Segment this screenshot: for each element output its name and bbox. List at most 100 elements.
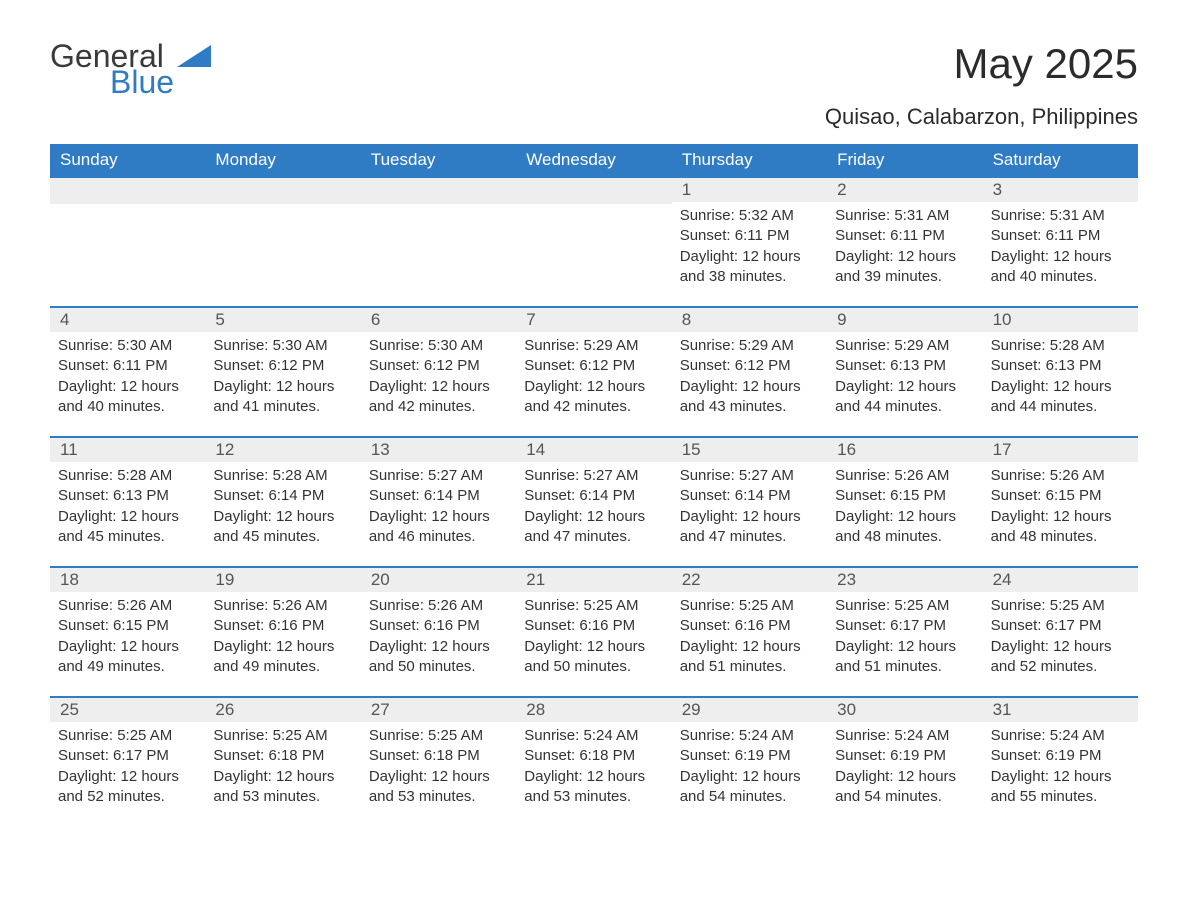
sunrise-text: Sunrise: 5:26 AM — [369, 596, 506, 616]
sunrise-text: Sunrise: 5:25 AM — [369, 726, 506, 746]
sunset-text: Sunset: 6:15 PM — [58, 616, 195, 636]
day-cell: 5Sunrise: 5:30 AMSunset: 6:12 PMDaylight… — [205, 308, 360, 436]
sunset-text: Sunset: 6:18 PM — [524, 746, 661, 766]
header: General Blue May 2025 — [50, 40, 1138, 98]
day-number: 29 — [672, 698, 827, 722]
day-content: Sunrise: 5:29 AMSunset: 6:12 PMDaylight:… — [516, 332, 671, 421]
sunset-text: Sunset: 6:11 PM — [835, 226, 972, 246]
day-cell: 23Sunrise: 5:25 AMSunset: 6:17 PMDayligh… — [827, 568, 982, 696]
sunset-text: Sunset: 6:19 PM — [680, 746, 817, 766]
day-cell: 15Sunrise: 5:27 AMSunset: 6:14 PMDayligh… — [672, 438, 827, 566]
week-row: 11Sunrise: 5:28 AMSunset: 6:13 PMDayligh… — [50, 436, 1138, 566]
day-cell: 29Sunrise: 5:24 AMSunset: 6:19 PMDayligh… — [672, 698, 827, 826]
day-content: Sunrise: 5:25 AMSunset: 6:17 PMDaylight:… — [827, 592, 982, 681]
day-number: 19 — [205, 568, 360, 592]
sunset-text: Sunset: 6:14 PM — [213, 486, 350, 506]
day-content: Sunrise: 5:27 AMSunset: 6:14 PMDaylight:… — [361, 462, 516, 551]
sunrise-text: Sunrise: 5:29 AM — [680, 336, 817, 356]
sunrise-text: Sunrise: 5:26 AM — [58, 596, 195, 616]
day-number: 25 — [50, 698, 205, 722]
day-cell: 20Sunrise: 5:26 AMSunset: 6:16 PMDayligh… — [361, 568, 516, 696]
daylight-text: Daylight: 12 hours and 45 minutes. — [58, 507, 195, 548]
week-row: 25Sunrise: 5:25 AMSunset: 6:17 PMDayligh… — [50, 696, 1138, 826]
sunrise-text: Sunrise: 5:28 AM — [991, 336, 1128, 356]
daylight-text: Daylight: 12 hours and 55 minutes. — [991, 767, 1128, 808]
day-cell — [361, 178, 516, 306]
daylight-text: Daylight: 12 hours and 44 minutes. — [991, 377, 1128, 418]
sunrise-text: Sunrise: 5:27 AM — [369, 466, 506, 486]
weekday-header: Sunday — [50, 144, 205, 176]
sunrise-text: Sunrise: 5:25 AM — [991, 596, 1128, 616]
logo: General Blue — [50, 40, 211, 98]
day-number: 2 — [827, 178, 982, 202]
sunrise-text: Sunrise: 5:27 AM — [524, 466, 661, 486]
sunrise-text: Sunrise: 5:29 AM — [835, 336, 972, 356]
day-content: Sunrise: 5:24 AMSunset: 6:18 PMDaylight:… — [516, 722, 671, 811]
day-number: 13 — [361, 438, 516, 462]
sunrise-text: Sunrise: 5:31 AM — [991, 206, 1128, 226]
day-number: 6 — [361, 308, 516, 332]
day-number: 27 — [361, 698, 516, 722]
day-number: 12 — [205, 438, 360, 462]
day-number: 4 — [50, 308, 205, 332]
sunset-text: Sunset: 6:16 PM — [369, 616, 506, 636]
day-number: 23 — [827, 568, 982, 592]
day-content: Sunrise: 5:32 AMSunset: 6:11 PMDaylight:… — [672, 202, 827, 291]
sunset-text: Sunset: 6:12 PM — [369, 356, 506, 376]
day-content: Sunrise: 5:26 AMSunset: 6:16 PMDaylight:… — [205, 592, 360, 681]
sunset-text: Sunset: 6:14 PM — [680, 486, 817, 506]
day-cell: 28Sunrise: 5:24 AMSunset: 6:18 PMDayligh… — [516, 698, 671, 826]
sunset-text: Sunset: 6:19 PM — [991, 746, 1128, 766]
daylight-text: Daylight: 12 hours and 40 minutes. — [58, 377, 195, 418]
sunset-text: Sunset: 6:12 PM — [524, 356, 661, 376]
daylight-text: Daylight: 12 hours and 44 minutes. — [835, 377, 972, 418]
sunrise-text: Sunrise: 5:26 AM — [213, 596, 350, 616]
week-row: 18Sunrise: 5:26 AMSunset: 6:15 PMDayligh… — [50, 566, 1138, 696]
sunrise-text: Sunrise: 5:25 AM — [213, 726, 350, 746]
day-number: 18 — [50, 568, 205, 592]
weekday-header: Wednesday — [516, 144, 671, 176]
day-number: 8 — [672, 308, 827, 332]
sunset-text: Sunset: 6:14 PM — [524, 486, 661, 506]
day-content: Sunrise: 5:27 AMSunset: 6:14 PMDaylight:… — [672, 462, 827, 551]
day-content: Sunrise: 5:25 AMSunset: 6:18 PMDaylight:… — [205, 722, 360, 811]
day-cell: 12Sunrise: 5:28 AMSunset: 6:14 PMDayligh… — [205, 438, 360, 566]
sunrise-text: Sunrise: 5:26 AM — [991, 466, 1128, 486]
day-content: Sunrise: 5:25 AMSunset: 6:16 PMDaylight:… — [672, 592, 827, 681]
daylight-text: Daylight: 12 hours and 42 minutes. — [369, 377, 506, 418]
day-cell: 22Sunrise: 5:25 AMSunset: 6:16 PMDayligh… — [672, 568, 827, 696]
daylight-text: Daylight: 12 hours and 54 minutes. — [835, 767, 972, 808]
sunrise-text: Sunrise: 5:25 AM — [835, 596, 972, 616]
week-row: 4Sunrise: 5:30 AMSunset: 6:11 PMDaylight… — [50, 306, 1138, 436]
day-cell: 6Sunrise: 5:30 AMSunset: 6:12 PMDaylight… — [361, 308, 516, 436]
daylight-text: Daylight: 12 hours and 50 minutes. — [369, 637, 506, 678]
day-cell — [516, 178, 671, 306]
weekday-header: Thursday — [672, 144, 827, 176]
day-cell: 30Sunrise: 5:24 AMSunset: 6:19 PMDayligh… — [827, 698, 982, 826]
daylight-text: Daylight: 12 hours and 49 minutes. — [213, 637, 350, 678]
empty-day-number — [50, 178, 205, 204]
day-content: Sunrise: 5:30 AMSunset: 6:12 PMDaylight:… — [361, 332, 516, 421]
day-cell: 7Sunrise: 5:29 AMSunset: 6:12 PMDaylight… — [516, 308, 671, 436]
week-row: 1Sunrise: 5:32 AMSunset: 6:11 PMDaylight… — [50, 176, 1138, 306]
day-content: Sunrise: 5:29 AMSunset: 6:12 PMDaylight:… — [672, 332, 827, 421]
daylight-text: Daylight: 12 hours and 49 minutes. — [58, 637, 195, 678]
sunset-text: Sunset: 6:13 PM — [58, 486, 195, 506]
daylight-text: Daylight: 12 hours and 50 minutes. — [524, 637, 661, 678]
day-cell: 11Sunrise: 5:28 AMSunset: 6:13 PMDayligh… — [50, 438, 205, 566]
sunrise-text: Sunrise: 5:28 AM — [213, 466, 350, 486]
day-content: Sunrise: 5:27 AMSunset: 6:14 PMDaylight:… — [516, 462, 671, 551]
day-cell: 8Sunrise: 5:29 AMSunset: 6:12 PMDaylight… — [672, 308, 827, 436]
weekday-header: Saturday — [983, 144, 1138, 176]
sunrise-text: Sunrise: 5:25 AM — [58, 726, 195, 746]
daylight-text: Daylight: 12 hours and 47 minutes. — [680, 507, 817, 548]
sunset-text: Sunset: 6:16 PM — [213, 616, 350, 636]
daylight-text: Daylight: 12 hours and 53 minutes. — [524, 767, 661, 808]
day-content: Sunrise: 5:25 AMSunset: 6:18 PMDaylight:… — [361, 722, 516, 811]
location-subtitle: Quisao, Calabarzon, Philippines — [50, 104, 1138, 130]
weekday-header: Friday — [827, 144, 982, 176]
day-cell: 31Sunrise: 5:24 AMSunset: 6:19 PMDayligh… — [983, 698, 1138, 826]
sunset-text: Sunset: 6:19 PM — [835, 746, 972, 766]
sunrise-text: Sunrise: 5:31 AM — [835, 206, 972, 226]
daylight-text: Daylight: 12 hours and 51 minutes. — [835, 637, 972, 678]
